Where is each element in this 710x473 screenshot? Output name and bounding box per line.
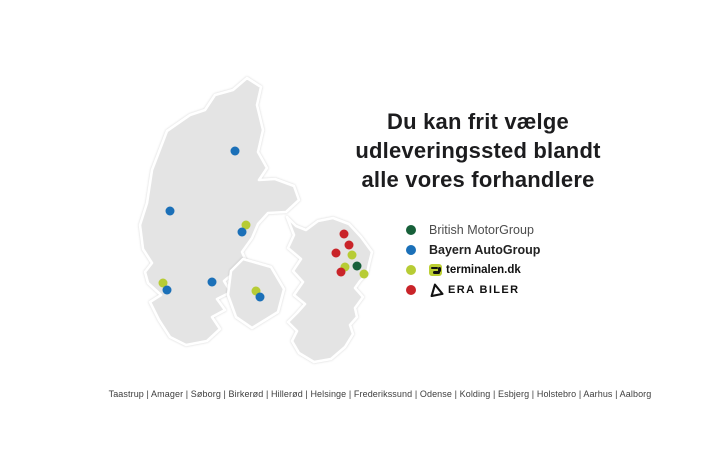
map-dot-terminalen [241,220,251,230]
legend-label: British MotorGroup [429,223,534,237]
map-dot-bayern-autogroup [162,285,172,295]
era-biler-dot [406,285,416,295]
bayern-autogroup-dot [406,245,416,255]
british-motorgroup-dot [406,225,416,235]
legend-label: ERA BILER [448,284,520,296]
terminalen-logo-icon [429,264,442,276]
map-dot-terminalen [359,269,369,279]
legend-item-bayern-autogroup: Bayern AutoGroup [406,240,540,260]
title-line-3: alle vores forhandlere [361,167,595,192]
dealer-legend: British MotorGroup Bayern AutoGroup term… [406,220,540,300]
map-dot-era-biler [339,229,349,239]
map-dot-era-biler [336,267,346,277]
map-dot-bayern-autogroup [165,206,175,216]
legend-item-terminalen: terminalen.dk [406,260,540,280]
map-dot-terminalen [347,250,357,260]
page-title: Du kan frit vælge udleveringssted blandt… [330,107,626,194]
map-dot-bayern-autogroup [230,146,240,156]
legend-item-era-biler: ERA BILER [406,280,540,300]
legend-label: Bayern AutoGroup [429,243,541,257]
map-dot-bayern-autogroup [207,277,217,287]
map-dot-bayern-autogroup [255,292,265,302]
map-dot-british-motorgroup [352,261,362,271]
map-dot-era-biler [344,240,354,250]
dealer-dots-layer [158,146,369,302]
map-dot-bayern-autogroup [237,227,247,237]
legend-label: terminalen.dk [446,264,521,276]
era-biler-triangle-icon [429,283,444,297]
region-zealand [285,215,374,364]
title-line-2: udleveringssted blandt [355,138,601,163]
title-line-1: Du kan frit vælge [387,109,569,134]
terminalen-dot [406,265,416,275]
map-dot-era-biler [331,248,341,258]
city-list: Taastrup | Amager | Søborg | Birkerød | … [108,389,652,399]
map-dot-terminalen [158,278,168,288]
legend-item-british-motorgroup: British MotorGroup [406,220,540,240]
region-jutland [138,76,301,347]
